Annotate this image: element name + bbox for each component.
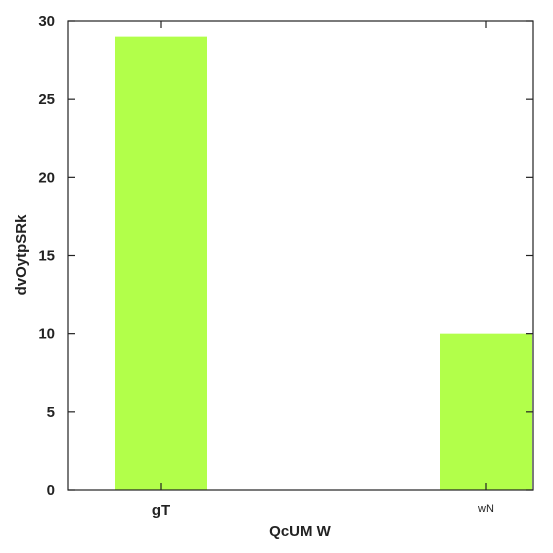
x-tick-label-gT: gT bbox=[152, 502, 170, 519]
y-tick-label: 15 bbox=[38, 248, 55, 265]
x-axis-label: QcUM W bbox=[269, 523, 332, 540]
x-axis: gT wN bbox=[152, 21, 494, 519]
y-tick-label: 25 bbox=[38, 91, 55, 108]
y-tick-label: 10 bbox=[38, 326, 55, 343]
y-tick-label: 30 bbox=[38, 13, 55, 30]
y-tick-label: 5 bbox=[47, 404, 55, 421]
y-axis-label: dvOytpSRk bbox=[13, 214, 30, 296]
bars-group bbox=[115, 36, 532, 491]
bar-wN bbox=[440, 333, 532, 490]
x-tick-label-wN: wN bbox=[477, 503, 494, 515]
y-axis: 0 5 10 15 20 25 30 bbox=[38, 13, 533, 499]
y-tick-label: 20 bbox=[38, 169, 55, 186]
bar-gT bbox=[115, 36, 207, 491]
y-tick-label: 0 bbox=[47, 482, 55, 499]
